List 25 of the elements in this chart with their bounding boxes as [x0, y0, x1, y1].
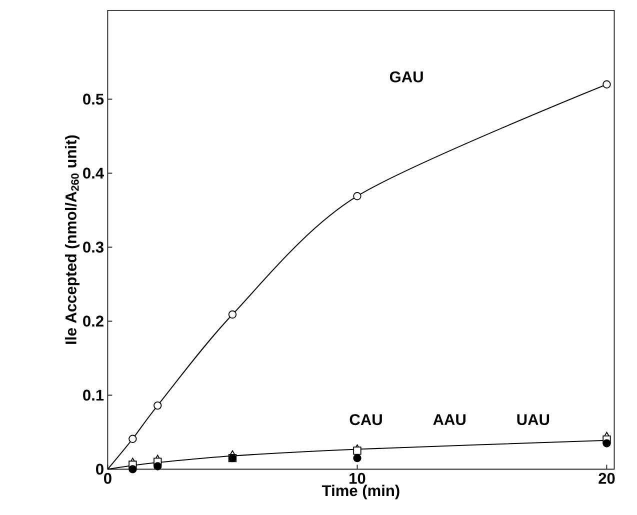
y-tick-label: 0.1 — [83, 390, 104, 401]
point — [602, 439, 611, 448]
point — [154, 402, 162, 410]
annotation: GAU — [390, 71, 423, 82]
point — [353, 454, 362, 462]
x-tick-label: 20 — [598, 472, 615, 484]
annotation: CAU — [350, 414, 382, 426]
point — [128, 465, 137, 474]
y-axis-title: Ile Accepted (nmol/A$_{260}$ unit) — [65, 136, 80, 344]
point — [353, 192, 362, 200]
point — [154, 462, 162, 470]
y-tick-label: 0.2 — [83, 316, 104, 327]
annotation: UAU — [517, 414, 550, 426]
y-tick-label: 0.4 — [83, 168, 104, 179]
x-tick-label: 0 — [104, 472, 112, 484]
y-tick-label: 0.5 — [83, 94, 104, 105]
annotation: AAU — [433, 414, 466, 426]
point — [128, 434, 137, 444]
point — [602, 80, 611, 89]
x-tick-label: 10 — [350, 472, 366, 484]
x-axis-title: Time (min) — [322, 484, 400, 500]
point — [353, 446, 362, 455]
point — [228, 310, 237, 319]
y-tick-label: 0.3 — [83, 242, 104, 253]
y-tick-label: 0 — [96, 464, 104, 475]
